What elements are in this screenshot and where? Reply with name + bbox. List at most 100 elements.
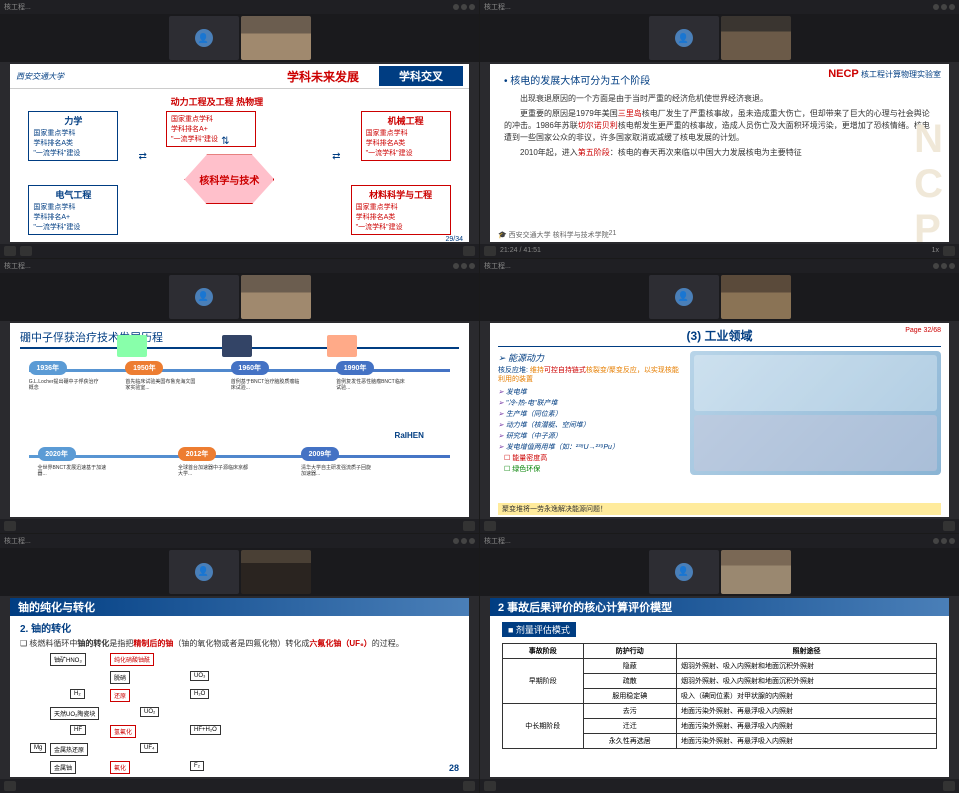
timeline-image — [327, 335, 357, 357]
slide-6: 2 事故后果评价的核心计算评价模型 ■ 剂量评估模式 事故阶段 防护行动 照射途… — [490, 598, 949, 777]
slide-2: NECP 核工程计算物理实验室 NCP • 核电的发展大体可分为五个阶段 出现衰… — [490, 64, 949, 242]
table-header: 照射途径 — [676, 643, 936, 658]
necp-logo: NECP 核工程计算物理实验室 — [828, 68, 941, 80]
bottom-toolbar — [0, 244, 479, 258]
window-title: 核工程... — [4, 2, 453, 12]
slide-5: 铀的纯化与转化 2. 铀的转化 ❑ 核燃料循环中铀的转化是指把精制后的铀（铀的氧… — [10, 598, 469, 777]
list-item: 发电堆 — [498, 387, 684, 397]
slide-title: (3) 工业领域 — [498, 327, 941, 347]
slide-footer: 🎓 西安交通大学 核科学与技术学院 21 — [498, 230, 616, 240]
table-header: 防护行动 — [583, 643, 676, 658]
box-thermo: 国家重点学科 学科排名A+ "一流学科"建设 — [166, 111, 256, 147]
section-heading: 2. 铀的转化 — [20, 620, 459, 635]
toolbar-button[interactable] — [463, 246, 475, 256]
meeting-cell-3: 核工程... 👤 硼中子俘获治疗技术发展历程 1936年 1950年 1960年… — [0, 259, 479, 533]
year-badge: 2012年 — [178, 447, 216, 461]
page-number: 28 — [449, 763, 459, 773]
slide-title-right: 学科交叉 — [379, 66, 463, 86]
video-tile-presenter[interactable] — [241, 16, 311, 60]
meeting-grid: 核工程... 👤 西安交通大学 学科未来发展 学科交叉 动力工程及工程 热物理 … — [0, 0, 959, 793]
slide-1: 西安交通大学 学科未来发展 学科交叉 动力工程及工程 热物理 力学 国家重点学科… — [10, 64, 469, 242]
center-hexagon: 核科学与技术 — [184, 154, 274, 204]
timeline-note: 首先临床试验美国布鲁克海文国家实验室... — [125, 379, 195, 391]
subtitle: ➢ 能源动力 — [498, 351, 684, 364]
check-item: ☐ 绿色环保 — [504, 464, 684, 474]
list-item: 生产堆（同位素） — [498, 409, 684, 419]
dose-table: 事故阶段 防护行动 照射途径 早期阶段隐蔽烟羽外照射、吸入内照射和地面沉积外照射… — [502, 643, 937, 749]
meeting-cell-4: 核工程... 👤 (3) 工业领域 Page 32/68 ➢ 能源动力 核反应堆… — [480, 259, 959, 533]
window-titlebar: 核工程... — [0, 259, 479, 273]
timeline-note: 首例复发性恶性脑瘤BNCT临床试验... — [336, 379, 406, 391]
meeting-cell-2: 核工程... 👤 NECP 核工程计算物理实验室 NCP • 核电的发展大体可分… — [480, 0, 959, 258]
timeline-upper: 1936年 1950年 1960年 1990年 G.L.Locher提出硼中子俘… — [20, 355, 459, 425]
list-item: "冷-热-电"联产堆 — [498, 398, 684, 408]
university-logo: 西安交通大学 — [16, 71, 287, 82]
paragraph-2: 更重要的原因是1979年美国三里岛核电厂发生了严重核事故，虽未造成重大伤亡，但却… — [504, 108, 935, 144]
table-header: 事故阶段 — [503, 643, 584, 658]
video-tile-presenter[interactable] — [721, 275, 791, 319]
section-heading: ■ 剂量评估模式 — [502, 622, 576, 637]
video-tile-presenter[interactable] — [721, 16, 791, 60]
window-controls[interactable] — [933, 4, 955, 10]
slide-footer: 聚变堆将一劳永逸解决能源问题！ — [498, 503, 941, 515]
window-controls[interactable] — [453, 4, 475, 10]
paragraph-1: 出现衰退原因的一个方面是由于当时严重的经济危机使世界经济衰退。 — [504, 93, 935, 105]
page-indicator: 29/34 — [445, 236, 463, 242]
video-tile-presenter[interactable] — [721, 550, 791, 594]
avatar-icon: 👤 — [675, 29, 693, 47]
timeline-note: G.L.Locher提出硼中子俘获治疗概念 — [29, 379, 99, 391]
video-tile-presenter[interactable] — [241, 550, 311, 594]
time-display: 21:24 / 41:51 — [500, 247, 541, 254]
title-bar: 铀的纯化与转化 — [10, 598, 469, 616]
video-strip: 👤 — [480, 14, 959, 62]
table-row: 早期阶段隐蔽烟羽外照射、吸入内照射和地面沉积外照射 — [503, 658, 937, 673]
timeline-lower: 2020年 2012年 2009年 全世界BNCT发展迅速基于加速器... 全球… — [20, 441, 459, 511]
year-badge: 1990年 — [336, 361, 374, 375]
box-materials: 材料科学与工程 国家重点学科 学科排名A类 "一流学科"建设 — [351, 185, 451, 235]
timeline-note: 首例基于BNCT治疗脑胶质瘤临床试验... — [231, 379, 301, 391]
watermark: NCP — [914, 117, 943, 241]
toolbar-button[interactable] — [943, 246, 955, 256]
video-strip: 👤 — [0, 273, 479, 321]
slide-3: 硼中子俘获治疗技术发展历程 1936年 1950年 1960年 1990年 G.… — [10, 323, 469, 517]
list-item: 发电增值两用堆（如：²³⁸U→²³⁹Pu） — [498, 442, 684, 452]
body-text: ❑ 核燃料循环中铀的转化是指把精制后的铀（铀的氧化物或者是四氟化物）转化成六氟化… — [20, 638, 459, 649]
meeting-cell-1: 核工程... 👤 西安交通大学 学科未来发展 学科交叉 动力工程及工程 热物理 … — [0, 0, 479, 258]
avatar-icon: 👤 — [195, 288, 213, 306]
timeline-note: 全世界BNCT发展迅速基于加速器... — [38, 465, 108, 477]
slide-4: (3) 工业领域 Page 32/68 ➢ 能源动力 核反应堆: 维持可控自持链… — [490, 323, 949, 517]
year-badge: 1950年 — [125, 361, 163, 375]
list-item: 动力堆（核潜艇、空间堆） — [498, 420, 684, 430]
box-mechanics: 力学 国家重点学科 学科排名A类 "一流学科"建设 — [28, 111, 118, 161]
box-ee: 电气工程 国家重点学科 学科排名A+ "一流学科"建设 — [28, 185, 118, 235]
paragraph-3: 2010年起，进入第五阶段：核电的春天再次来临以中国大力发展核电为主要特征 — [504, 147, 935, 159]
toolbar-button[interactable] — [20, 246, 32, 256]
title-bar: 2 事故后果评价的核心计算评价模型 — [490, 598, 949, 616]
year-badge: 2020年 — [38, 447, 76, 461]
toolbar-button[interactable] — [4, 246, 16, 256]
year-badge: 1936年 — [29, 361, 67, 375]
play-button[interactable] — [484, 246, 496, 256]
video-strip: 👤 — [0, 14, 479, 62]
table-header-row: 事故阶段 防护行动 照射途径 — [503, 643, 937, 658]
bottom-toolbar: 21:24 / 41:51 1x — [480, 244, 959, 258]
video-tile-avatar[interactable]: 👤 — [169, 16, 239, 60]
slide-title-left: 学科未来发展 — [287, 68, 359, 85]
timeline-image — [117, 335, 147, 357]
list-item: 研究堆（中子源） — [498, 431, 684, 441]
timeline-note: 全球首台加速器中子源临床京都大学... — [178, 465, 248, 477]
timeline-note: 清华大学自主研发强流质子回旋加速器... — [301, 465, 371, 477]
table-row: 中长期阶段去污地面污染外照射、再悬浮吸入内照射 — [503, 703, 937, 718]
year-badge: 2009年 — [301, 447, 339, 461]
check-item: ☐ 能量密度高 — [504, 453, 684, 463]
brand-label: RaIHEN — [395, 431, 424, 440]
window-titlebar: 核工程... — [0, 0, 479, 14]
window-titlebar: 核工程... — [480, 0, 959, 14]
avatar-icon: 👤 — [195, 29, 213, 47]
reactor-diagram — [690, 351, 941, 475]
description: 核反应堆: 维持可控自持链式核裂变/聚变反应，以实现核能利用的装置 — [498, 366, 684, 384]
box-mecheng: 机械工程 国家重点学科 学科排名A类 "一流学科"建设 — [361, 111, 451, 161]
year-badge: 1960年 — [231, 361, 269, 375]
video-tile-presenter[interactable] — [241, 275, 311, 319]
video-tile-avatar[interactable]: 👤 — [649, 16, 719, 60]
